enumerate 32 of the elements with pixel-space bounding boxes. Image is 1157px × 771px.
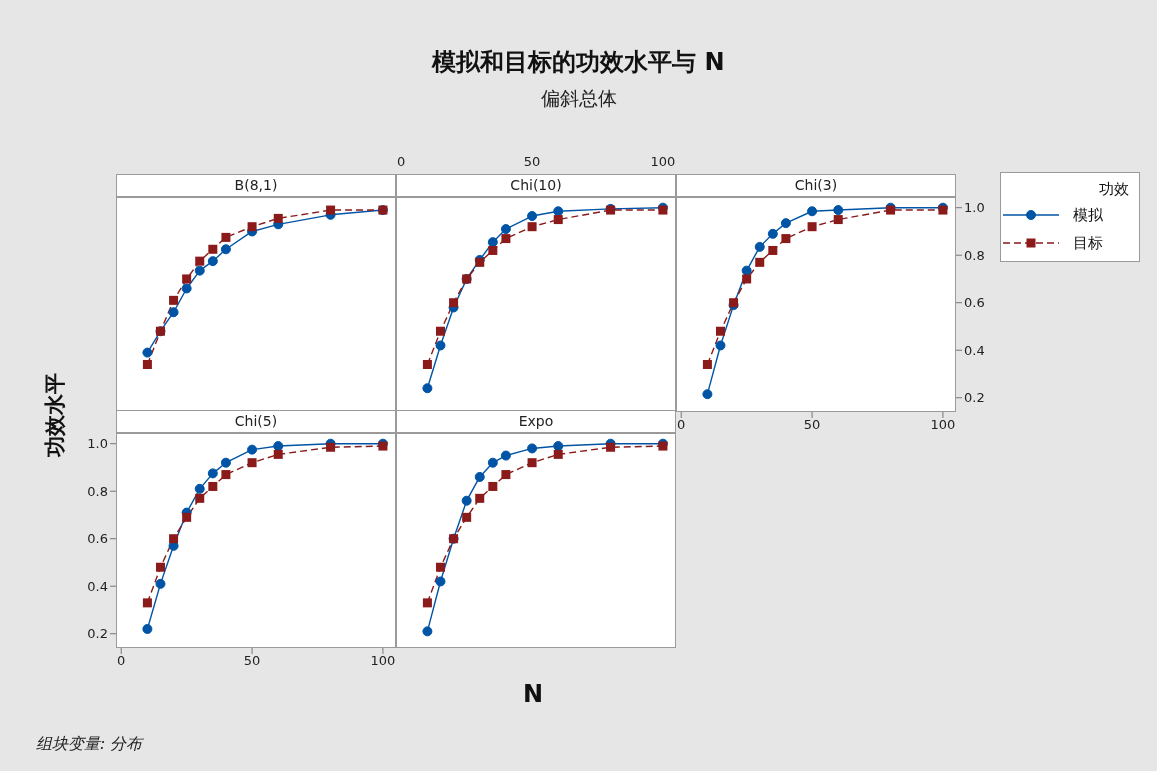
text: 功效水平: [42, 373, 68, 457]
text: 偏斜总体: [539, 86, 618, 111]
x-tick-label: 100: [370, 653, 396, 669]
chart-title: Expo: [396, 410, 676, 433]
x-tick-label: 50: [243, 653, 261, 669]
text: N: [521, 680, 545, 708]
x-tick-label: 0: [677, 417, 686, 433]
legend-label: 模拟: [1073, 205, 1103, 225]
y-tick-label: 0.4: [87, 578, 108, 594]
y-tick-label: 0.4: [964, 342, 985, 358]
text: 模拟和目标的功效水平与 N: [430, 47, 726, 78]
chart-title: Chi(10): [396, 174, 676, 197]
chart-title: B(8,1): [116, 174, 396, 197]
y-tick-label: 0.6: [964, 295, 985, 311]
chart-title: Chi(3): [676, 174, 956, 197]
chart-title: Chi(5): [116, 410, 396, 433]
y-tick-label: 1.0: [964, 200, 985, 216]
legend-title: 功效: [1098, 179, 1130, 200]
y-tick-label: 0.8: [964, 247, 985, 263]
legend-label: 目标: [1073, 233, 1103, 253]
x-tick-label: 0: [397, 154, 406, 169]
y-tick-label: 0.2: [964, 390, 985, 406]
y-tick-label: 1.0: [87, 436, 108, 452]
y-tick-label: 0.6: [87, 531, 108, 547]
y-tick-label: 0.8: [87, 483, 108, 499]
x-tick-label: 100: [930, 417, 956, 433]
x-tick-label: 100: [650, 154, 676, 169]
text: 组块变量: 分布: [36, 734, 143, 755]
x-tick-label: 0: [117, 653, 126, 669]
y-tick-label: 0.2: [87, 626, 108, 642]
x-tick-label: 50: [803, 417, 821, 433]
x-tick-label: 50: [523, 154, 541, 169]
